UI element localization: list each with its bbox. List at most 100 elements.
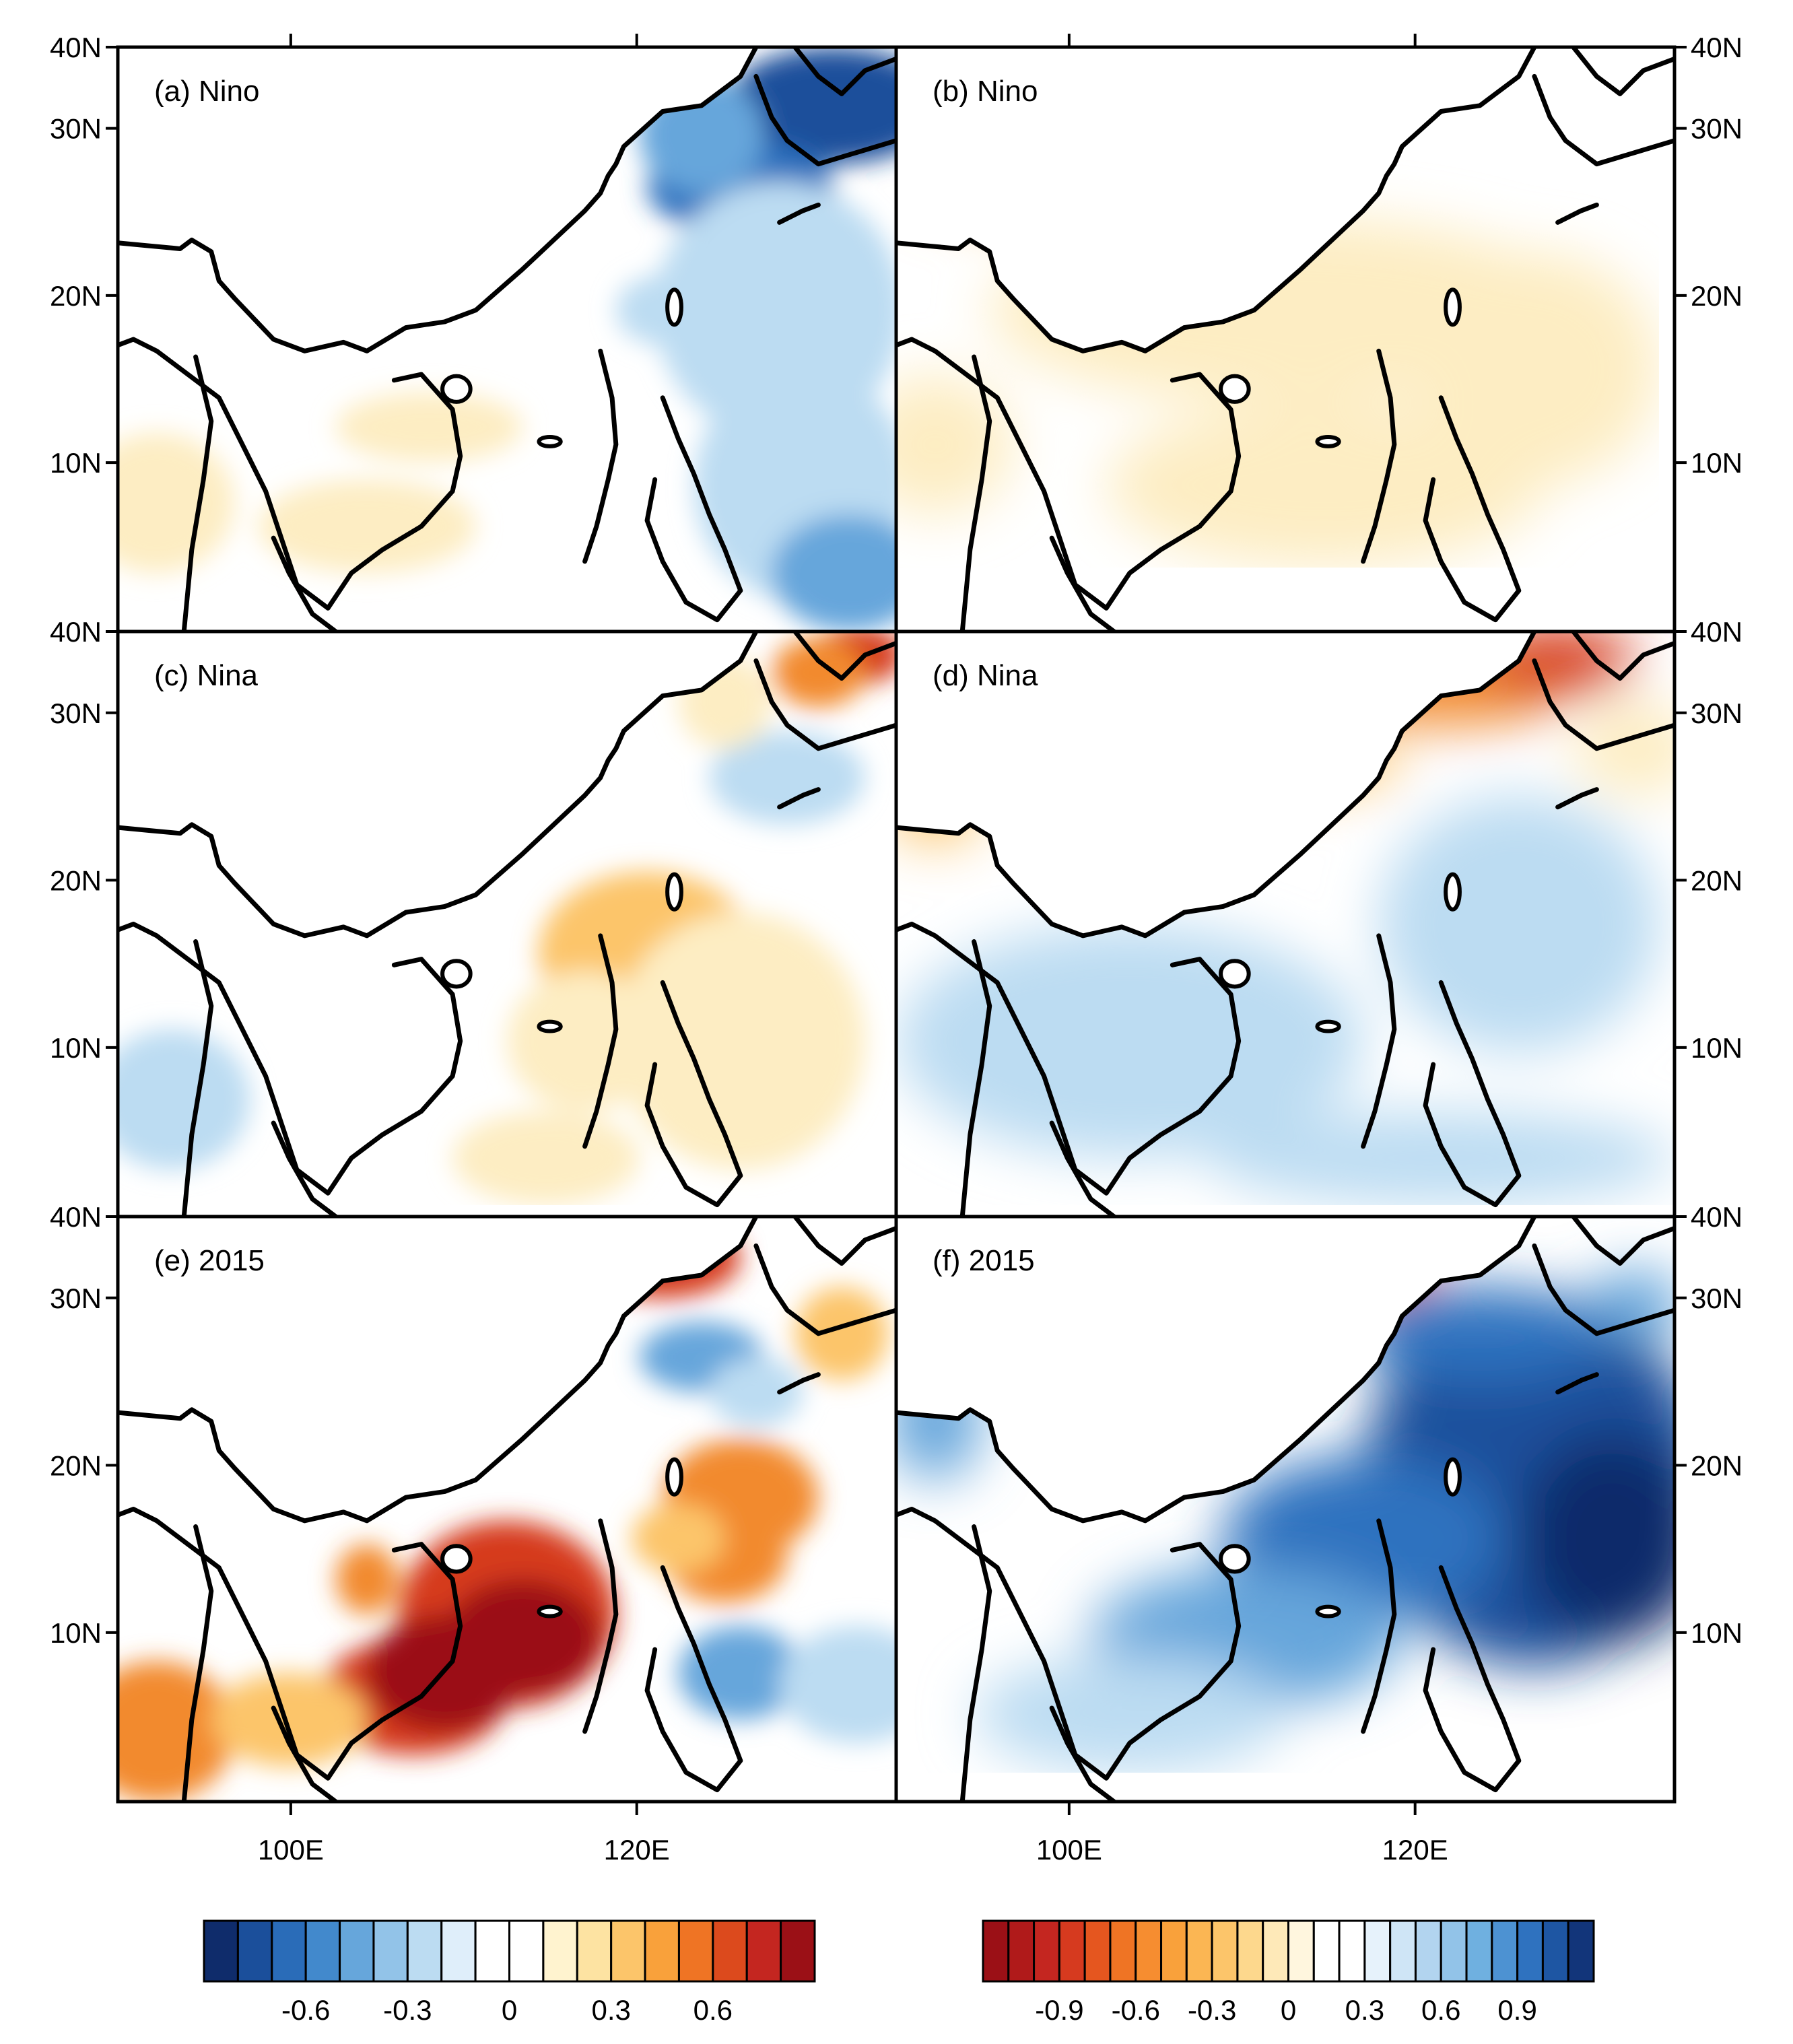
coastline-segment: [271, 535, 339, 632]
panel-title: (f) 2015: [933, 1244, 1035, 1277]
anomaly-patch: [1409, 251, 1659, 485]
colorbar-box: [982, 1919, 1010, 1983]
island: [665, 1457, 683, 1497]
colorbar-box: [1312, 1919, 1341, 1983]
coastline-segment: [777, 787, 821, 810]
colorbar-box: [1109, 1919, 1137, 1983]
colorbar-box: [1262, 1919, 1290, 1983]
colorbar-box: [1185, 1919, 1213, 1983]
lat-label-left: 10N: [50, 447, 102, 479]
anomaly-patch: [258, 479, 476, 574]
anomaly-patch: [335, 392, 523, 463]
colorbar-box: [712, 1919, 748, 1983]
island: [537, 434, 563, 448]
colorbar-box: [1389, 1919, 1417, 1983]
lon-label: 100E: [1036, 1834, 1102, 1866]
colorbar-box: [372, 1919, 409, 1983]
island: [537, 1019, 563, 1033]
lat-label-left: 20N: [50, 1450, 102, 1481]
island: [1444, 1457, 1462, 1497]
coastline-segment: [1555, 1372, 1599, 1395]
anomaly-patch: [118, 1029, 250, 1170]
lat-label-right: 40N: [1691, 1201, 1743, 1233]
anomaly-patch: [118, 1661, 235, 1802]
colorbar-tick-label: 0: [1281, 1994, 1296, 2026]
coastline-segment: [1532, 1243, 1674, 1336]
coastline-segment: [792, 47, 896, 96]
coastline-segment: [1361, 348, 1397, 564]
island: [1444, 287, 1462, 327]
panel-title: (e) 2015: [154, 1244, 265, 1277]
coastline-segment: [896, 632, 1537, 939]
colorbar-tick-label: 0.3: [591, 1994, 630, 2026]
lon-label: 100E: [258, 1834, 324, 1866]
coastline-segment: [118, 1507, 463, 1781]
colorbar-tick-label: -0.3: [1188, 1994, 1236, 2026]
lat-label-right: 20N: [1691, 864, 1743, 896]
coastline-segment: [271, 1120, 339, 1217]
colorbar-box: [440, 1919, 477, 1983]
anomaly-field: [118, 47, 896, 632]
anomaly-patch: [974, 1655, 1286, 1773]
colorbar-box: [1363, 1919, 1392, 1983]
anomaly-patch: [335, 1544, 399, 1614]
island: [537, 1604, 563, 1619]
anomaly-patch: [615, 275, 710, 345]
colorbar-box: [1414, 1919, 1442, 1983]
colorbar-box: [1007, 1919, 1036, 1983]
coastline-segment: [896, 1507, 1242, 1781]
colorbar-box: [1465, 1919, 1493, 1983]
anomaly-patch: [709, 730, 865, 825]
coastline-segment: [777, 1372, 821, 1395]
island: [1219, 1544, 1251, 1574]
colorbar-box: [1160, 1919, 1188, 1983]
colorbar-box: [1338, 1919, 1366, 1983]
colorbar-left: -0.6 -0.3 0 0.3 0.6: [203, 1919, 816, 2026]
lat-label-right: 10N: [1691, 447, 1743, 479]
colorbar-box: [339, 1919, 375, 1983]
anomaly-patch: [724, 47, 896, 164]
coastline-segment: [1555, 202, 1599, 225]
anomaly-patch: [211, 1672, 367, 1767]
panel-title-box: [141, 652, 301, 697]
anomaly-patch: [507, 971, 663, 1112]
map-panel-a: (a) Nino: [118, 47, 896, 632]
lat-label-right: 30N: [1691, 1283, 1743, 1314]
land-mask: [896, 47, 1534, 351]
colorbar-box: [1567, 1919, 1595, 1983]
island: [1219, 374, 1251, 404]
coastline-segment: [1049, 535, 1117, 632]
coastline-segment: [1423, 1565, 1522, 1793]
map-panel-b: (b) Nino: [896, 47, 1674, 632]
anomaly-patch: [1588, 1269, 1674, 1340]
coastline-segment: [792, 632, 896, 681]
coastline-segment: [1361, 933, 1397, 1149]
coastline-segment: [753, 1243, 896, 1336]
colorbar-box: [745, 1919, 782, 1983]
coastline-segment: [753, 73, 896, 167]
coastline-segment: [896, 922, 1242, 1196]
land-mask: [896, 1217, 1534, 1521]
island: [1315, 1019, 1341, 1033]
colorbar-box: [1211, 1919, 1239, 1983]
lat-label-left: 10N: [50, 1617, 102, 1649]
coastline-segment: [1532, 658, 1674, 751]
coastline-segment: [896, 1217, 1537, 1524]
lat-label-right: 40N: [1691, 616, 1743, 648]
coastline: [896, 47, 1674, 632]
anomaly-patch: [1207, 1111, 1674, 1205]
colorbar-box: [508, 1919, 545, 1983]
island: [1444, 872, 1462, 912]
colorbar-box: [1236, 1919, 1264, 1983]
anomaly-patch: [794, 1287, 889, 1381]
colorbar-box: [677, 1919, 714, 1983]
coastline-segment: [1555, 787, 1599, 810]
colorbar-box: [271, 1919, 307, 1983]
lat-label-right: 20N: [1691, 280, 1743, 312]
colorbar-tick-label: -0.3: [383, 1994, 432, 2026]
coastline-segment: [753, 658, 896, 751]
panel-title: (b) Nino: [933, 75, 1038, 108]
colorbar-box: [1058, 1919, 1086, 1983]
coastline-segment: [959, 939, 992, 1217]
